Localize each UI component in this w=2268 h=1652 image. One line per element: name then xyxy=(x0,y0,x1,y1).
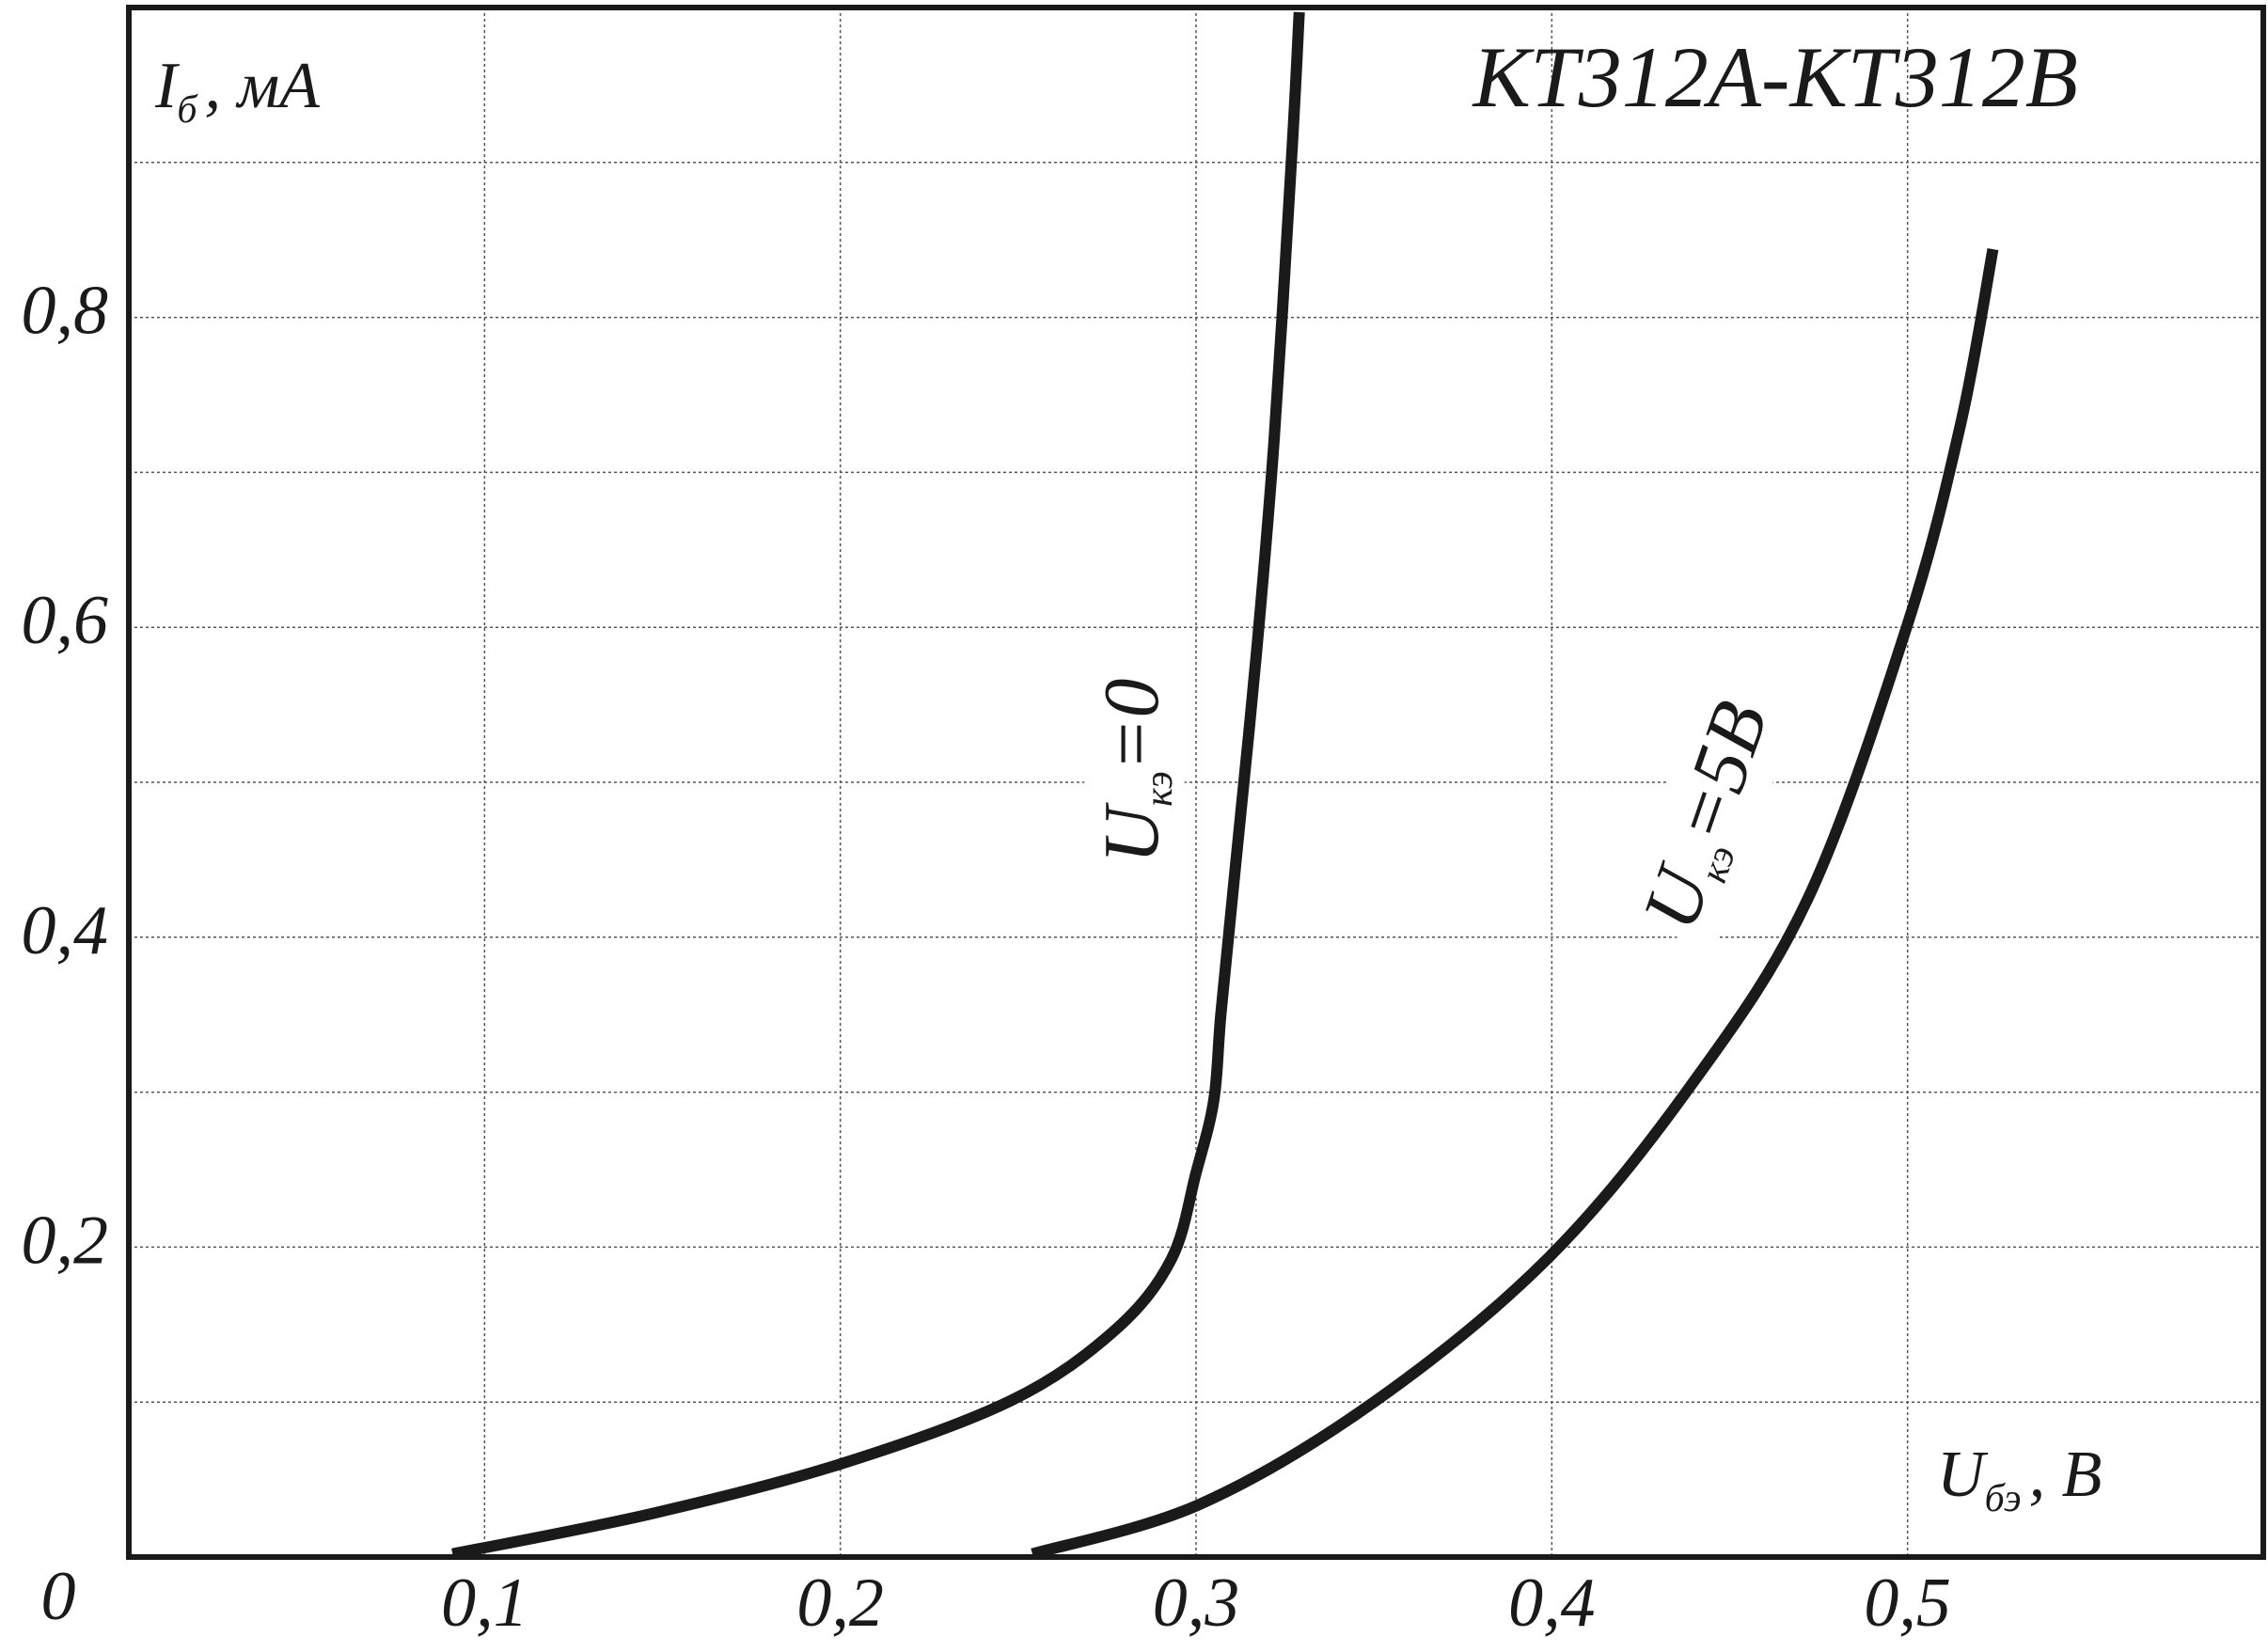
plot-frame xyxy=(126,5,2266,1560)
curves xyxy=(451,11,1999,1560)
curve-label-bg xyxy=(1084,670,1185,872)
x-label-main: U xyxy=(1937,1439,1989,1511)
curve-label-main: U xyxy=(1088,801,1175,863)
y-tick-label: 0,6 xyxy=(22,582,109,659)
x-tick-label: 0,3 xyxy=(1153,1565,1240,1642)
x-tick-label: 0,2 xyxy=(796,1565,884,1642)
curve-label-text: Uкэ=5В xyxy=(1627,691,1790,942)
curve-label-rest: =0 xyxy=(1088,679,1175,772)
curve-label-bg xyxy=(1620,682,1797,951)
x-axis-label: Uбэ, В xyxy=(1937,1439,2102,1520)
y-label-sub: б xyxy=(177,88,198,132)
y-tick-label: 0,4 xyxy=(22,892,109,969)
curve-label-rest: =5В xyxy=(1657,691,1786,853)
curve-label-sub: кэ xyxy=(1138,771,1181,807)
y-label-unit: , мА xyxy=(204,50,320,122)
curve xyxy=(1031,247,1999,1560)
x-tick-label: 0,4 xyxy=(1508,1565,1596,1642)
x-tick-label: 0,5 xyxy=(1864,1565,1951,1642)
curve xyxy=(451,11,1305,1560)
y-tick-label: 0,8 xyxy=(22,273,109,350)
y-label-main: I xyxy=(154,50,181,122)
curve-label: Uкэ=5В xyxy=(1620,682,1797,951)
x-tick-label: 0,1 xyxy=(441,1565,528,1642)
x-label-sub: бэ xyxy=(1985,1477,2022,1520)
y-tick-label: 0,2 xyxy=(22,1202,109,1279)
curve-label-text: Uкэ=0 xyxy=(1088,679,1180,864)
y-axis-label: Iб, мА xyxy=(154,50,320,132)
curve-label: Uкэ=0 xyxy=(1084,670,1185,872)
chart-title: КТ312А-КТ312В xyxy=(1471,29,2078,125)
x-label-unit: , В xyxy=(2029,1439,2103,1511)
grid xyxy=(129,8,2263,1557)
y-tick-label: 0 xyxy=(41,1558,76,1635)
